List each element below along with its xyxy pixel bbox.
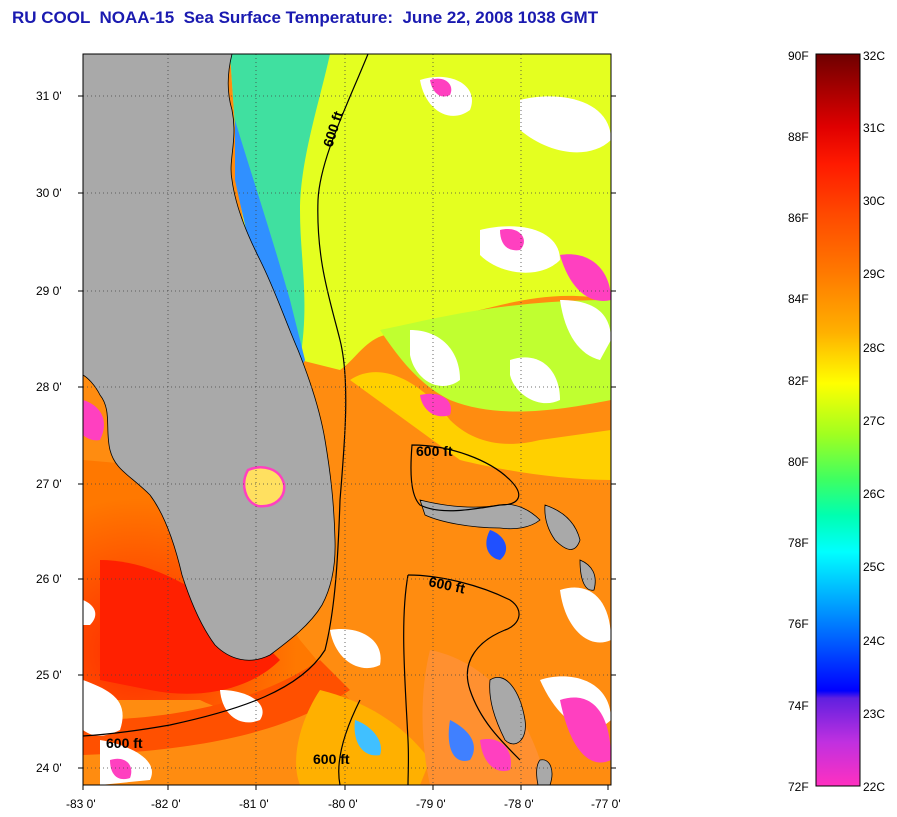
map-title: RU COOL NOAA-15 Sea Surface Temperature:… — [12, 8, 599, 27]
map-area: 600 ft 600 ft 600 ft 600 ft 600 ft — [78, 53, 616, 790]
cb-c-label: 24C — [863, 634, 885, 648]
cb-f-label: 90F — [788, 49, 809, 63]
lon-label: -80 0' — [328, 797, 358, 811]
lat-label: 30 0' — [36, 186, 62, 200]
cb-f-label: 72F — [788, 780, 809, 794]
contour-label-5: 600 ft — [313, 751, 350, 767]
colorbar-fahrenheit-labels: 90F 88F 86F 84F 82F 80F 78F 76F 74F 72F — [788, 49, 809, 794]
cb-c-label: 28C — [863, 341, 885, 355]
cb-f-label: 78F — [788, 536, 809, 550]
cb-f-label: 80F — [788, 455, 809, 469]
cb-f-label: 86F — [788, 211, 809, 225]
lat-label: 31 0' — [36, 89, 62, 103]
latitude-labels: 31 0' 30 0' 29 0' 28 0' 27 0' 26 0' 25 0… — [36, 89, 62, 775]
lat-label: 26 0' — [36, 572, 62, 586]
contour-label-4: 600 ft — [106, 735, 143, 751]
colorbar-celsius-labels: 32C 31C 30C 29C 28C 27C 26C 25C 24C 23C … — [863, 49, 885, 794]
lat-label: 24 0' — [36, 761, 62, 775]
lat-label: 29 0' — [36, 284, 62, 298]
florida-land — [83, 54, 336, 661]
cb-c-label: 27C — [863, 414, 885, 428]
lat-label: 25 0' — [36, 668, 62, 682]
cb-c-label: 26C — [863, 487, 885, 501]
lon-label: -82 0' — [151, 797, 181, 811]
colorbar: 90F 88F 86F 84F 82F 80F 78F 76F 74F 72F … — [788, 49, 885, 794]
lon-label: -77 0' — [591, 797, 621, 811]
cb-c-label: 30C — [863, 194, 885, 208]
cb-c-label: 32C — [863, 49, 885, 63]
lon-label: -83 0' — [66, 797, 96, 811]
cb-f-label: 88F — [788, 130, 809, 144]
cb-c-label: 31C — [863, 121, 885, 135]
cb-c-label: 25C — [863, 560, 885, 574]
cb-f-label: 76F — [788, 617, 809, 631]
contour-label-3: 600 ft — [427, 573, 466, 596]
lon-label: -81 0' — [239, 797, 269, 811]
cb-c-label: 22C — [863, 780, 885, 794]
cb-c-label: 23C — [863, 707, 885, 721]
lat-label: 28 0' — [36, 380, 62, 394]
cb-f-label: 84F — [788, 292, 809, 306]
cb-c-label: 29C — [863, 267, 885, 281]
contour-label-2: 600 ft — [416, 443, 453, 459]
lat-label: 27 0' — [36, 477, 62, 491]
cb-f-label: 82F — [788, 374, 809, 388]
lon-label: -78 0' — [504, 797, 534, 811]
cb-f-label: 74F — [788, 699, 809, 713]
lon-label: -79 0' — [416, 797, 446, 811]
longitude-labels: -83 0' -82 0' -81 0' -80 0' -79 0' -78 0… — [66, 797, 621, 811]
